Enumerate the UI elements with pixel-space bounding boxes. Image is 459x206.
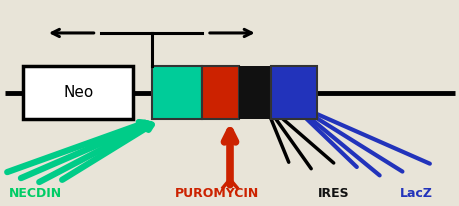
- Bar: [23, 66, 133, 119]
- Bar: [239, 66, 271, 119]
- Bar: [271, 66, 317, 119]
- Bar: [151, 66, 202, 119]
- Text: PUROMYCIN: PUROMYCIN: [174, 187, 258, 200]
- Text: IRES: IRES: [317, 187, 348, 200]
- Text: Neo: Neo: [63, 85, 93, 100]
- Bar: [202, 66, 239, 119]
- Text: NECDIN: NECDIN: [9, 187, 62, 200]
- Text: LacZ: LacZ: [399, 187, 432, 200]
